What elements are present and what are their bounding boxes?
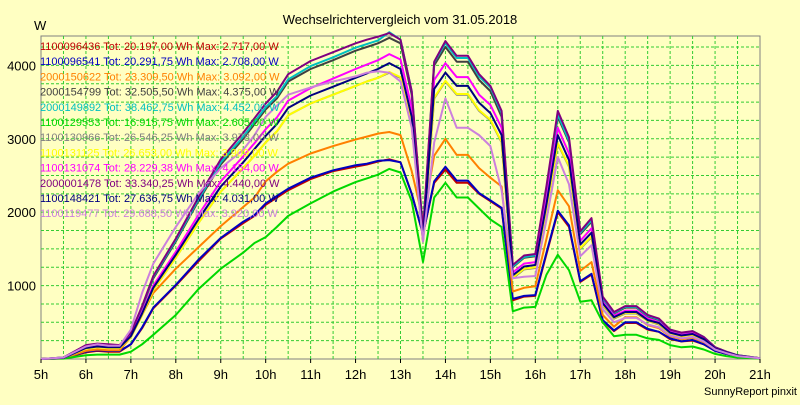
x-tick-label: 8h: [169, 367, 183, 382]
x-tick-label: 17h: [569, 367, 591, 382]
series-line-1100129553: [40, 167, 761, 360]
legend-entry-2000001478: 2000001478 Tot: 33.340,25 Wh Max: 4.440,…: [40, 178, 280, 190]
legend-entry-1100130966: 1100130966 Tot: 26.546,25 Wh Max: 3.978,…: [40, 132, 279, 144]
series-line-1100119477: [40, 70, 761, 360]
legend-entry-1100096541: 1100096541 Tot: 20.291,75 Wh Max: 2.708,…: [40, 56, 279, 68]
y-axis-unit: W: [34, 18, 47, 33]
x-tick-label: 15h: [480, 367, 502, 382]
x-tick-label: 10h: [255, 367, 277, 382]
x-tick-label: 16h: [524, 367, 546, 382]
x-tick-label: 18h: [614, 367, 636, 382]
chart-title: Wechselrichtervergleich vom 31.05.2018: [283, 12, 518, 27]
grid-lines: [41, 36, 760, 359]
legend-entry-1100119477: 1100119477 Tot: 29.688,50 Wh Max: 3.920,…: [40, 208, 279, 220]
x-tick-label: 19h: [659, 367, 681, 382]
series-line-1100096541: [40, 159, 761, 360]
x-tick-label: 5h: [34, 367, 48, 382]
legend-entry-1100131125: 1100131125 Tot: 26.653,00 Wh Max: 3.909,…: [40, 147, 279, 159]
x-tick-label: 11h: [300, 367, 321, 382]
legend-entry-1100096436: 1100096436 Tot: 20.197,00 Wh Max: 2.717,…: [40, 41, 279, 53]
x-tick-label: 12h: [345, 367, 367, 382]
legend-entry-1100148421: 1100148421 Tot: 27.636,75 Wh Max: 4.031,…: [40, 193, 279, 205]
footer-label: SunnyReport pinxit: [704, 386, 797, 398]
legend-entry-2000149892: 2000149892 Tot: 38.462,75 Wh Max: 4.452,…: [40, 102, 280, 114]
x-tick-label: 21h: [749, 367, 771, 382]
x-tick-label: 9h: [214, 367, 228, 382]
axis-ticks: 5h 6h 7h 8h 9h 10h 11h 12h 13h 14h 15h 16h 17h 18h 19h…: [7, 58, 771, 382]
legend-entry-1100129553: 1100129553 Tot: 16.915,75 Wh Max: 2.605,…: [40, 117, 279, 129]
y-tick-label: 4000: [7, 58, 36, 73]
series-line-2000001478: [40, 32, 761, 360]
legend: 1100096436 Tot: 20.197,00 Wh Max: 2.717,…: [40, 41, 280, 220]
series-line-1100131074: [40, 53, 761, 360]
x-tick-label: 13h: [390, 367, 412, 382]
y-tick-label: 3000: [7, 132, 36, 147]
legend-entry-2000154799: 2000154799 Tot: 32.505,50 Wh Max: 4.375,…: [40, 87, 280, 99]
x-tick-label: 7h: [124, 367, 138, 382]
y-tick-label: 1000: [7, 279, 36, 294]
y-tick-label: 2000: [7, 205, 36, 220]
x-tick-label: 14h: [435, 367, 457, 382]
series-lines: [40, 31, 761, 360]
legend-entry-2000150622: 2000150622 Tot: 23.309,50 Wh Max: 3.092,…: [40, 71, 280, 83]
series-line-1100148421: [40, 62, 761, 360]
x-tick-label: 20h: [704, 367, 726, 382]
legend-entry-1100131074: 1100131074 Tot: 28.229,38 Wh Max: 4.154,…: [40, 163, 279, 175]
x-tick-label: 6h: [79, 367, 93, 382]
